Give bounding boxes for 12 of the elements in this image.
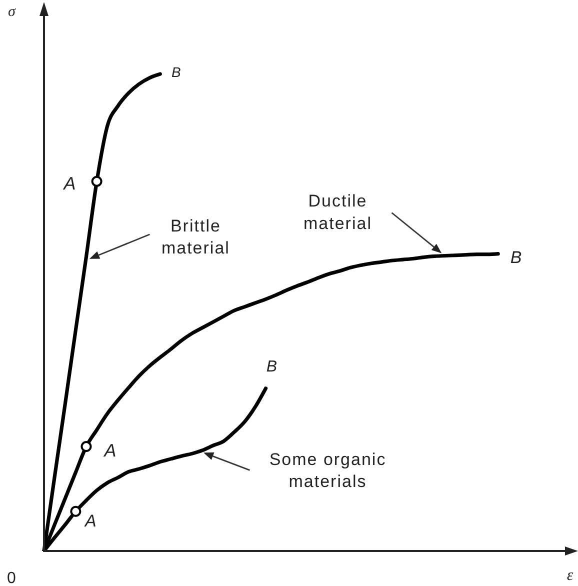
annotation: Ductile material: [304, 191, 372, 232]
annotation: Brittle material: [161, 216, 230, 257]
annotation: B: [266, 358, 278, 375]
annotation: A: [84, 510, 96, 530]
annotation: A: [62, 173, 76, 194]
y-axis-title: σ: [8, 4, 16, 20]
annotation: B: [510, 247, 522, 266]
annotation: A: [103, 440, 116, 461]
annotation: Some organic materials: [269, 450, 386, 491]
annotation: B: [171, 64, 181, 80]
x-axis-title: ε: [566, 566, 574, 584]
text: 0: [7, 570, 17, 586]
